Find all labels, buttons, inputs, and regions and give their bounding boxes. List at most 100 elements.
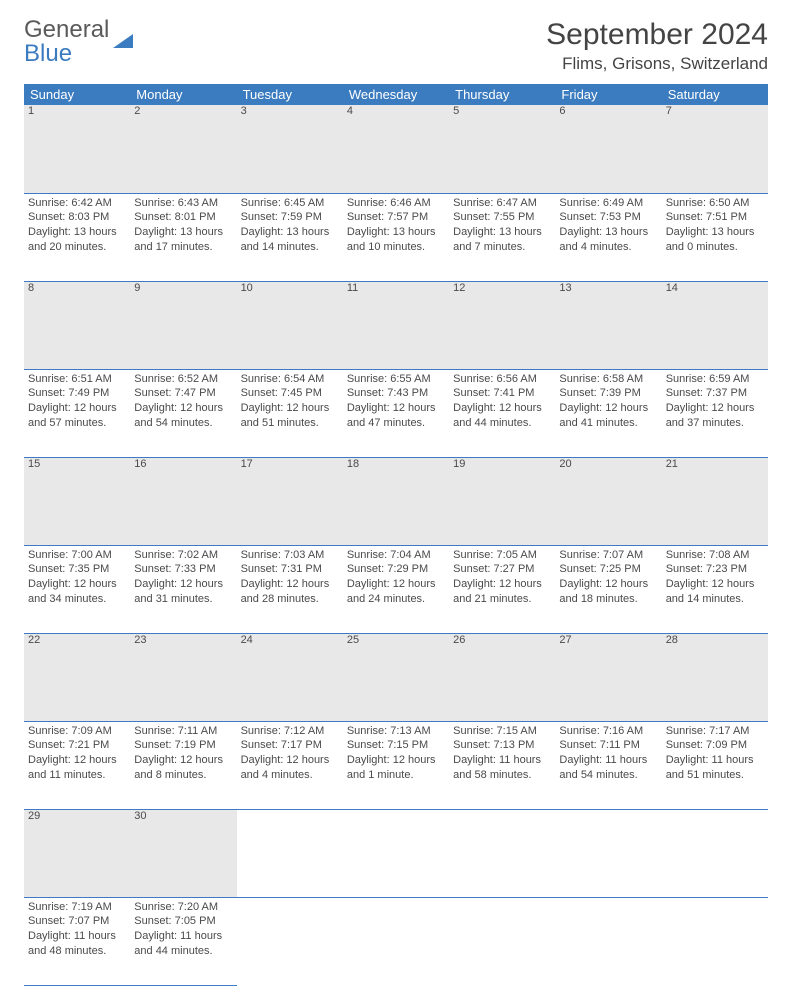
day-number-cell: 7 xyxy=(662,105,768,193)
weekday-header: Thursday xyxy=(449,84,555,105)
day-content-cell: Sunrise: 6:59 AMSunset: 7:37 PMDaylight:… xyxy=(662,369,768,457)
day-number-cell: 28 xyxy=(662,633,768,721)
day-number-cell: 12 xyxy=(449,281,555,369)
day-number-cell: 11 xyxy=(343,281,449,369)
day-number-cell: 30 xyxy=(130,809,236,897)
day-number-cell: 5 xyxy=(449,105,555,193)
day-number-cell: 13 xyxy=(555,281,661,369)
day-content-cell: Sunrise: 6:47 AMSunset: 7:55 PMDaylight:… xyxy=(449,193,555,281)
day-details: Sunrise: 6:58 AMSunset: 7:39 PMDaylight:… xyxy=(559,370,657,431)
day-number-cell: 10 xyxy=(237,281,343,369)
weekday-header: Wednesday xyxy=(343,84,449,105)
day-details: Sunrise: 7:02 AMSunset: 7:33 PMDaylight:… xyxy=(134,546,232,607)
day-content-cell xyxy=(555,897,661,985)
day-number-row: 891011121314 xyxy=(24,281,768,369)
day-details: Sunrise: 7:20 AMSunset: 7:05 PMDaylight:… xyxy=(134,898,232,959)
day-number-cell: 18 xyxy=(343,457,449,545)
day-details: Sunrise: 7:16 AMSunset: 7:11 PMDaylight:… xyxy=(559,722,657,783)
day-content-cell: Sunrise: 7:04 AMSunset: 7:29 PMDaylight:… xyxy=(343,545,449,633)
day-details: Sunrise: 7:03 AMSunset: 7:31 PMDaylight:… xyxy=(241,546,339,607)
day-details: Sunrise: 6:54 AMSunset: 7:45 PMDaylight:… xyxy=(241,370,339,431)
day-details: Sunrise: 6:56 AMSunset: 7:41 PMDaylight:… xyxy=(453,370,551,431)
day-number-cell: 20 xyxy=(555,457,661,545)
day-details: Sunrise: 6:46 AMSunset: 7:57 PMDaylight:… xyxy=(347,194,445,255)
day-number-cell xyxy=(555,809,661,897)
day-content-cell: Sunrise: 7:19 AMSunset: 7:07 PMDaylight:… xyxy=(24,897,130,985)
day-number-cell: 25 xyxy=(343,633,449,721)
day-content-cell xyxy=(449,897,555,985)
day-content-cell: Sunrise: 6:52 AMSunset: 7:47 PMDaylight:… xyxy=(130,369,236,457)
weekday-header-row: Sunday Monday Tuesday Wednesday Thursday… xyxy=(24,84,768,105)
day-number-row: 15161718192021 xyxy=(24,457,768,545)
day-content-row: Sunrise: 6:51 AMSunset: 7:49 PMDaylight:… xyxy=(24,369,768,457)
day-content-cell: Sunrise: 6:55 AMSunset: 7:43 PMDaylight:… xyxy=(343,369,449,457)
day-number-cell: 24 xyxy=(237,633,343,721)
day-content-row: Sunrise: 7:09 AMSunset: 7:21 PMDaylight:… xyxy=(24,721,768,809)
day-number-cell: 21 xyxy=(662,457,768,545)
day-number-cell: 19 xyxy=(449,457,555,545)
day-details: Sunrise: 7:05 AMSunset: 7:27 PMDaylight:… xyxy=(453,546,551,607)
day-details: Sunrise: 7:17 AMSunset: 7:09 PMDaylight:… xyxy=(666,722,764,783)
day-content-cell: Sunrise: 6:46 AMSunset: 7:57 PMDaylight:… xyxy=(343,193,449,281)
day-content-cell xyxy=(343,897,449,985)
day-content-cell: Sunrise: 7:12 AMSunset: 7:17 PMDaylight:… xyxy=(237,721,343,809)
day-details: Sunrise: 7:07 AMSunset: 7:25 PMDaylight:… xyxy=(559,546,657,607)
logo-line1: General xyxy=(24,18,109,42)
day-details: Sunrise: 6:49 AMSunset: 7:53 PMDaylight:… xyxy=(559,194,657,255)
logo-line2: Blue xyxy=(24,42,109,66)
day-content-cell: Sunrise: 7:15 AMSunset: 7:13 PMDaylight:… xyxy=(449,721,555,809)
day-number-cell: 26 xyxy=(449,633,555,721)
weekday-header: Tuesday xyxy=(237,84,343,105)
day-number-cell: 15 xyxy=(24,457,130,545)
day-content-cell: Sunrise: 7:08 AMSunset: 7:23 PMDaylight:… xyxy=(662,545,768,633)
day-content-cell: Sunrise: 6:45 AMSunset: 7:59 PMDaylight:… xyxy=(237,193,343,281)
day-content-cell: Sunrise: 7:00 AMSunset: 7:35 PMDaylight:… xyxy=(24,545,130,633)
day-number-cell: 8 xyxy=(24,281,130,369)
day-details: Sunrise: 6:45 AMSunset: 7:59 PMDaylight:… xyxy=(241,194,339,255)
day-details: Sunrise: 7:11 AMSunset: 7:19 PMDaylight:… xyxy=(134,722,232,783)
title-block: September 2024 Flims, Grisons, Switzerla… xyxy=(546,18,768,74)
day-details: Sunrise: 6:47 AMSunset: 7:55 PMDaylight:… xyxy=(453,194,551,255)
day-details: Sunrise: 7:12 AMSunset: 7:17 PMDaylight:… xyxy=(241,722,339,783)
day-content-cell: Sunrise: 6:42 AMSunset: 8:03 PMDaylight:… xyxy=(24,193,130,281)
day-number-cell xyxy=(343,809,449,897)
day-details: Sunrise: 7:19 AMSunset: 7:07 PMDaylight:… xyxy=(28,898,126,959)
day-details: Sunrise: 6:50 AMSunset: 7:51 PMDaylight:… xyxy=(666,194,764,255)
day-content-cell: Sunrise: 6:49 AMSunset: 7:53 PMDaylight:… xyxy=(555,193,661,281)
day-content-cell: Sunrise: 6:54 AMSunset: 7:45 PMDaylight:… xyxy=(237,369,343,457)
day-number-cell xyxy=(662,809,768,897)
day-content-row: Sunrise: 7:00 AMSunset: 7:35 PMDaylight:… xyxy=(24,545,768,633)
weekday-header: Sunday xyxy=(24,84,130,105)
day-number-cell: 17 xyxy=(237,457,343,545)
day-details: Sunrise: 7:09 AMSunset: 7:21 PMDaylight:… xyxy=(28,722,126,783)
calendar-table: Sunday Monday Tuesday Wednesday Thursday… xyxy=(24,84,768,986)
day-number-cell: 14 xyxy=(662,281,768,369)
day-content-row: Sunrise: 7:19 AMSunset: 7:07 PMDaylight:… xyxy=(24,897,768,985)
day-details: Sunrise: 7:08 AMSunset: 7:23 PMDaylight:… xyxy=(666,546,764,607)
day-content-cell: Sunrise: 7:03 AMSunset: 7:31 PMDaylight:… xyxy=(237,545,343,633)
day-details: Sunrise: 6:55 AMSunset: 7:43 PMDaylight:… xyxy=(347,370,445,431)
day-number-cell: 27 xyxy=(555,633,661,721)
day-details: Sunrise: 7:00 AMSunset: 7:35 PMDaylight:… xyxy=(28,546,126,607)
day-number-cell: 1 xyxy=(24,105,130,193)
day-content-cell: Sunrise: 6:58 AMSunset: 7:39 PMDaylight:… xyxy=(555,369,661,457)
day-number-cell: 3 xyxy=(237,105,343,193)
day-content-cell xyxy=(662,897,768,985)
location: Flims, Grisons, Switzerland xyxy=(546,54,768,74)
day-content-cell: Sunrise: 7:02 AMSunset: 7:33 PMDaylight:… xyxy=(130,545,236,633)
day-content-cell: Sunrise: 7:11 AMSunset: 7:19 PMDaylight:… xyxy=(130,721,236,809)
header: General Blue September 2024 Flims, Griso… xyxy=(24,18,768,74)
day-content-cell: Sunrise: 7:17 AMSunset: 7:09 PMDaylight:… xyxy=(662,721,768,809)
day-content-cell: Sunrise: 7:20 AMSunset: 7:05 PMDaylight:… xyxy=(130,897,236,985)
day-details: Sunrise: 6:43 AMSunset: 8:01 PMDaylight:… xyxy=(134,194,232,255)
weekday-header: Saturday xyxy=(662,84,768,105)
day-details: Sunrise: 6:52 AMSunset: 7:47 PMDaylight:… xyxy=(134,370,232,431)
day-number-row: 22232425262728 xyxy=(24,633,768,721)
day-content-row: Sunrise: 6:42 AMSunset: 8:03 PMDaylight:… xyxy=(24,193,768,281)
day-number-cell: 9 xyxy=(130,281,236,369)
day-details: Sunrise: 6:42 AMSunset: 8:03 PMDaylight:… xyxy=(28,194,126,255)
day-number-cell: 29 xyxy=(24,809,130,897)
day-number-cell xyxy=(237,809,343,897)
logo: General Blue xyxy=(24,18,135,66)
day-number-cell: 6 xyxy=(555,105,661,193)
